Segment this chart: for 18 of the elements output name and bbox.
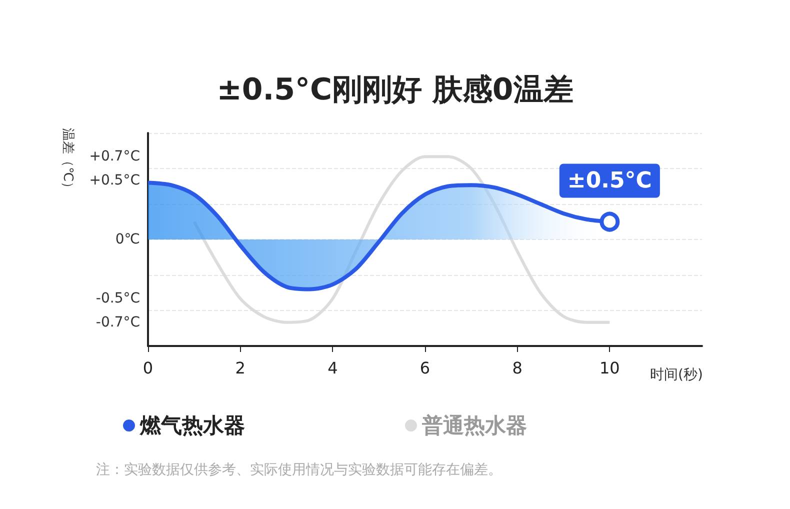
x-tick-label: 8 (512, 358, 522, 378)
annotation: ±0.5°C (567, 168, 652, 194)
y-tick-label: -0.7°C (96, 314, 140, 330)
y-tick-label: -0.5°C (96, 290, 140, 307)
x-tick-label: 2 (235, 358, 246, 378)
x-axis-title: 时间(秒) (650, 367, 703, 383)
x-tick-label: 4 (328, 358, 338, 378)
y-tick-label: +0.7°C (89, 148, 140, 165)
x-tick-label: 6 (420, 358, 430, 378)
chart-title: ±0.5°C刚刚好 肤感0温差 (216, 72, 574, 108)
legend-label: 普通热水器 (421, 414, 527, 438)
x-tick-label: 0 (142, 358, 154, 378)
y-axis-title: 温差（℃） (60, 128, 75, 195)
legend-label: 燃气热水器 (139, 414, 245, 438)
x-tick-label: 10 (599, 358, 620, 378)
y-tick-label: 0℃ (115, 232, 140, 248)
y-tick-label: +0.5°C (89, 172, 140, 188)
text: 注：实验数据仅供参考、实际使用情况与实验数据可能存在偏差。 (96, 462, 502, 478)
